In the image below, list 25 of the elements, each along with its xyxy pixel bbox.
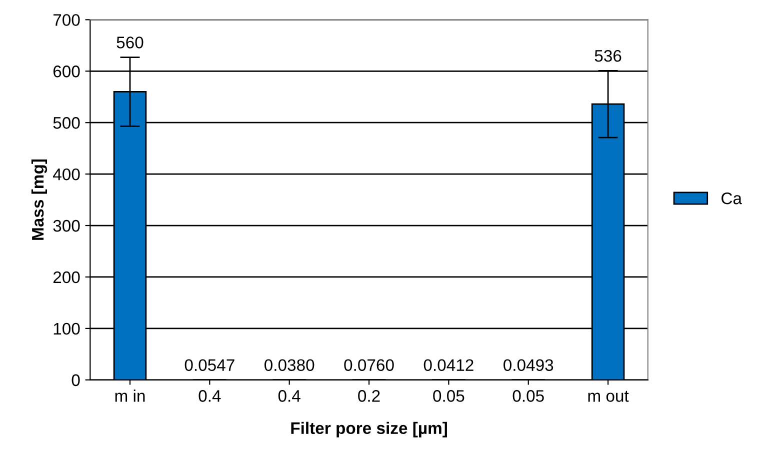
data-label: 560: [116, 36, 144, 48]
y-tick-label: 100: [54, 322, 80, 335]
x-tick-label: 0.4: [198, 390, 221, 402]
data-label: 0.0380: [264, 359, 314, 372]
y-axis-title: Mass [mg]: [31, 160, 48, 240]
data-label: 536: [594, 50, 622, 62]
legend-label: Ca: [722, 192, 742, 204]
y-tick-label: 200: [53, 271, 80, 284]
x-axis-title: Filter pore size [µm]: [291, 422, 447, 438]
y-tick-label: 300: [53, 220, 80, 232]
x-tick-label: 0.2: [358, 390, 380, 402]
y-tick-label: 700: [53, 14, 80, 26]
x-tick-label: m out: [588, 390, 629, 402]
y-tick-label: 500: [53, 117, 80, 129]
x-tick-label: 0.05: [512, 390, 544, 402]
data-label: 0.0412: [424, 359, 474, 372]
x-tick-label: 0.4: [278, 390, 300, 402]
data-label: 0.0760: [344, 359, 394, 371]
data-label: 0.0547: [184, 359, 234, 372]
x-tick-label: 0.05: [433, 390, 464, 402]
y-tick-label: 400: [53, 168, 80, 180]
data-label: 0.0493: [504, 359, 554, 372]
y-tick-label: 600: [53, 66, 80, 78]
x-tick-label: m in: [115, 390, 145, 402]
y-tick-label: 0: [72, 374, 80, 386]
